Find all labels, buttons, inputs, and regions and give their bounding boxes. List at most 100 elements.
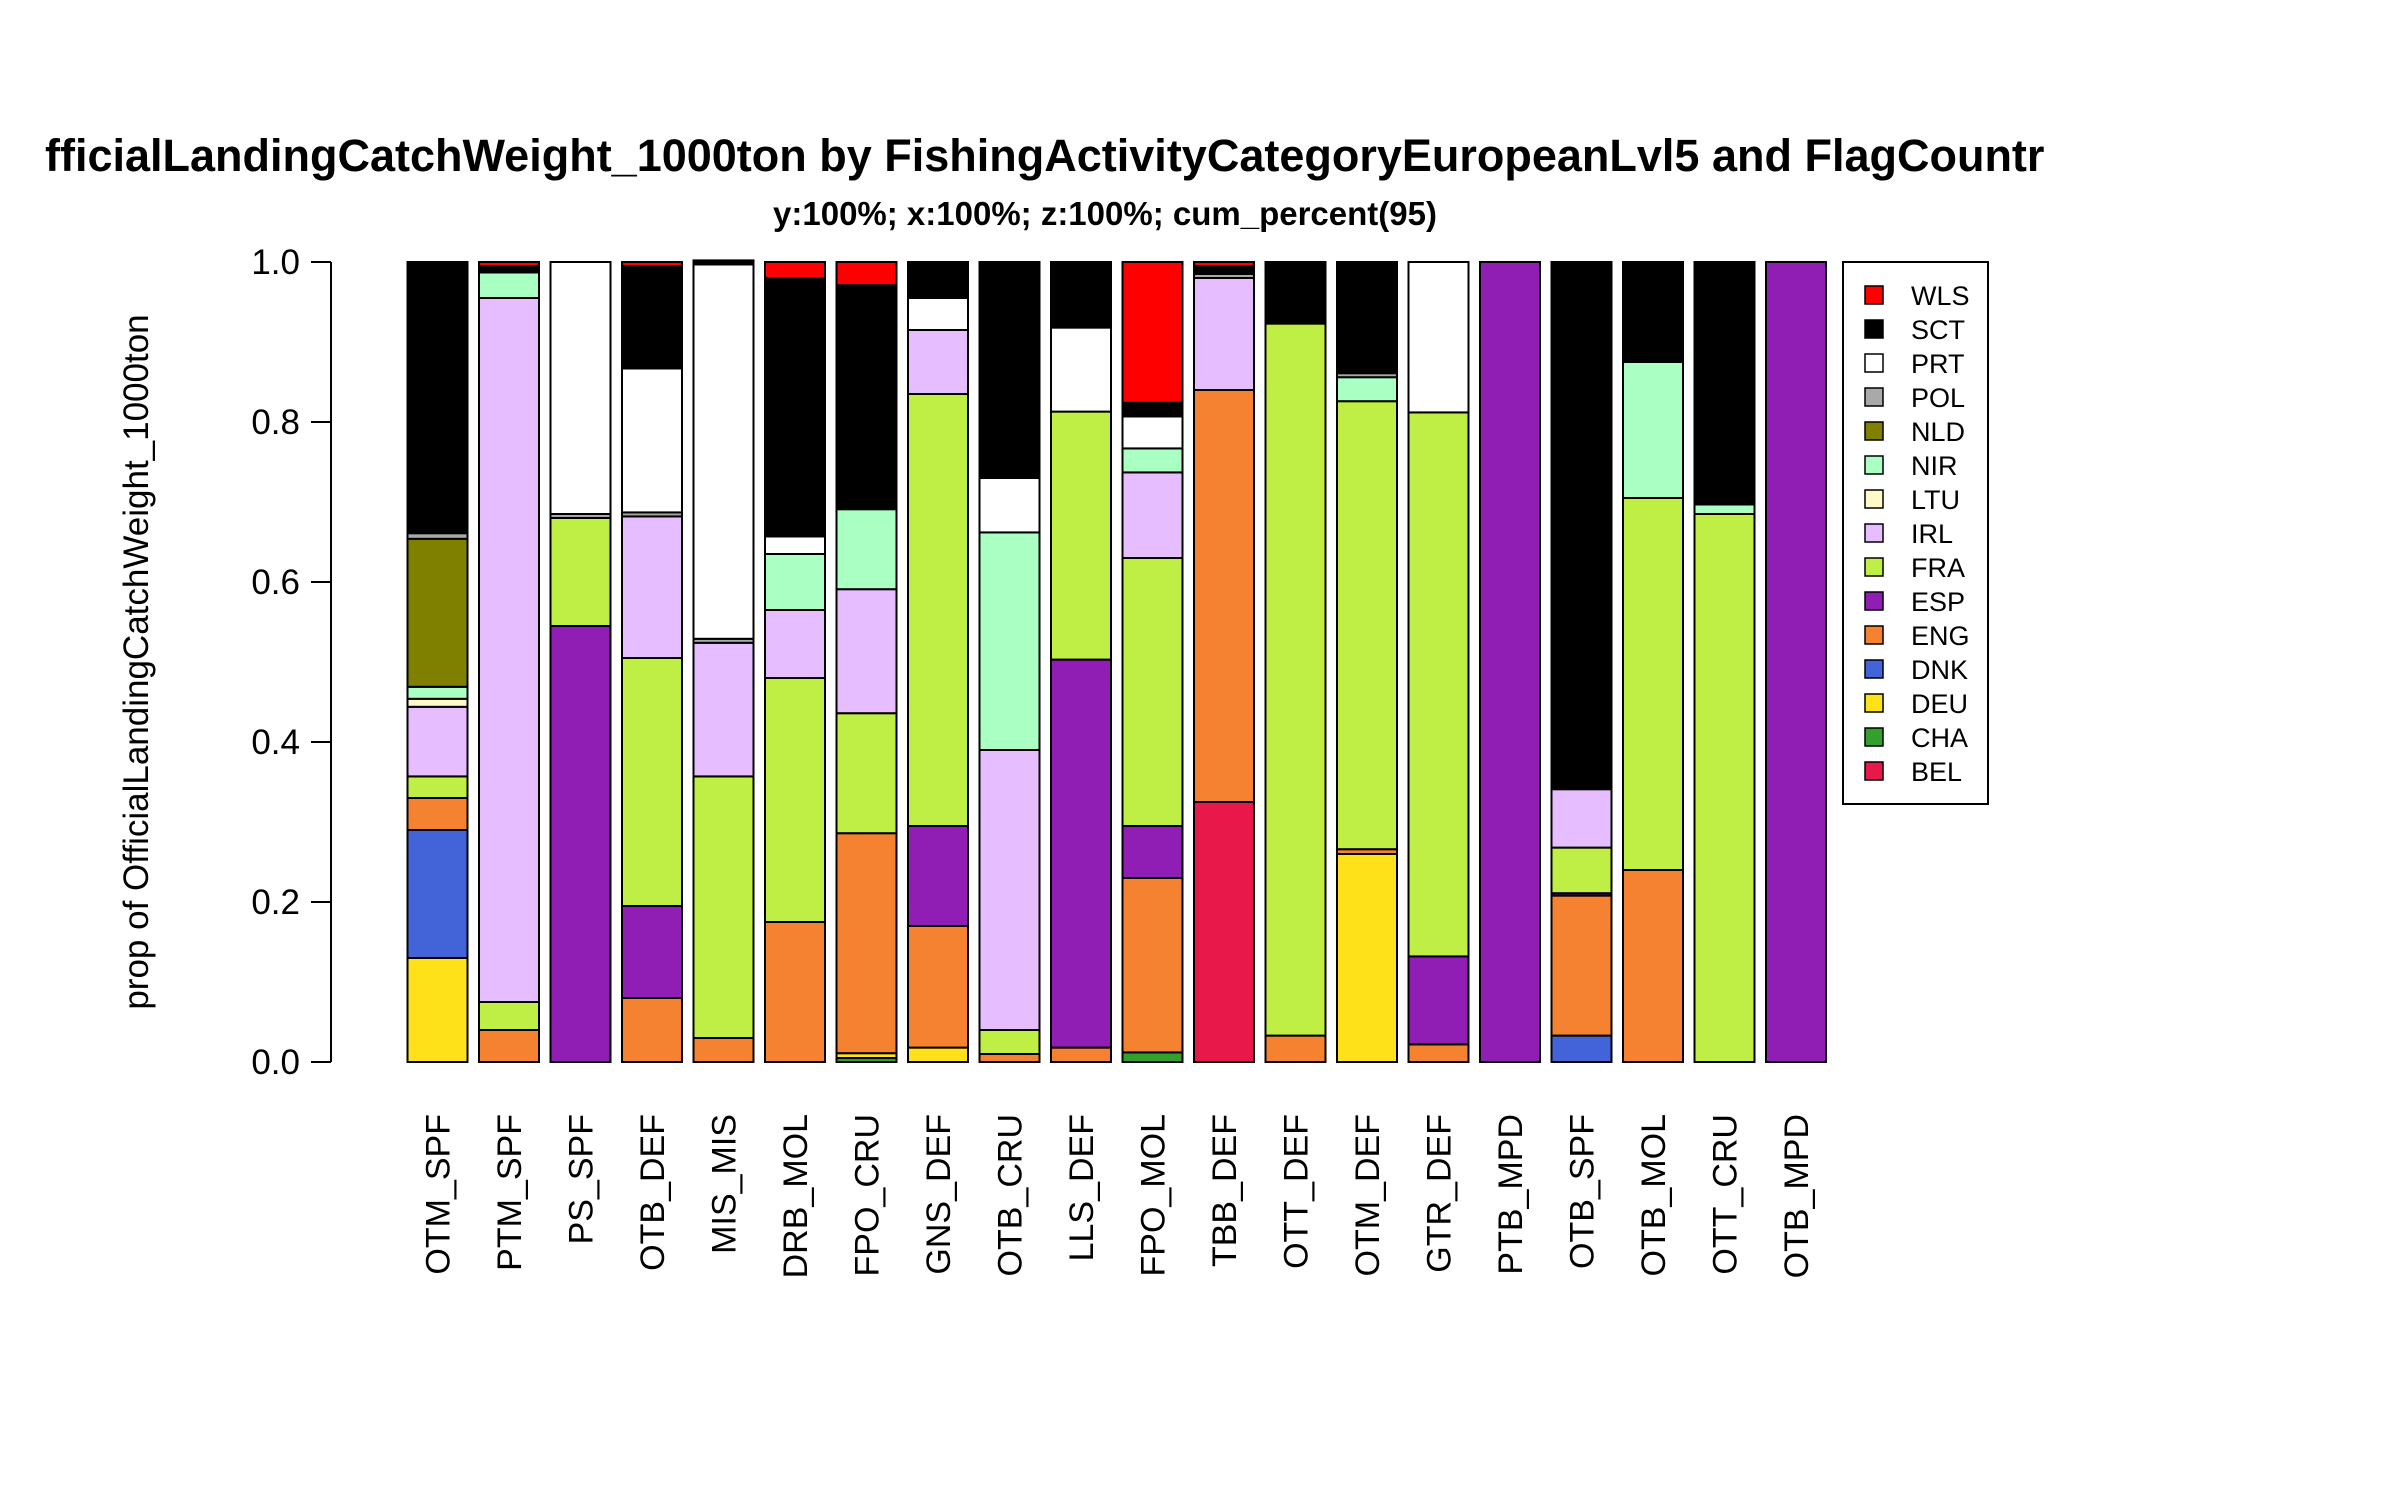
bar-segment-fra — [621, 657, 683, 907]
x-tick-label: OTM_SPF — [420, 1114, 458, 1275]
bar-segment-esp — [907, 825, 969, 927]
bar-segment-nir — [764, 553, 826, 611]
bar-segment-nld — [406, 537, 469, 688]
bar-segment-irl — [692, 641, 755, 778]
legend-item-esp: ESP — [1864, 587, 1965, 617]
bar-segment-dnk — [406, 829, 469, 959]
legend-item-nld: NLD — [1864, 417, 1965, 447]
bar-segment-eng — [835, 832, 898, 1055]
bar-segment-prt — [978, 477, 1041, 534]
bar-segment-nir — [978, 531, 1041, 752]
bar-stack-ps-spf — [549, 261, 612, 1063]
bar-segment-eng — [1121, 877, 1184, 1054]
legend-item-prt: PRT — [1864, 349, 1965, 379]
bar-segment-wls — [621, 261, 683, 267]
legend-label: DNK — [1911, 655, 1968, 685]
legend-swatch — [1864, 557, 1884, 577]
bar-stack-ptm-spf — [478, 261, 540, 1063]
bar-segment-irl — [978, 749, 1041, 1031]
y-axis-label: prop of OfficialLandingCatchWeight_1000t… — [117, 314, 156, 1009]
bar-segment-fra — [1264, 322, 1327, 1037]
x-tick-label: MIS_MIS — [706, 1114, 744, 1254]
bar-segment-cha — [1121, 1051, 1184, 1064]
bar-segment-sct — [835, 284, 898, 511]
legend-swatch — [1864, 625, 1884, 645]
bar-segment-eng — [1193, 389, 1255, 803]
bar-segment-irl — [621, 515, 683, 660]
legend-label: ESP — [1911, 587, 1965, 617]
legend-swatch — [1864, 455, 1884, 475]
x-tick-label: GTR_DEF — [1421, 1114, 1459, 1273]
y-tick-label: 0.6 — [251, 563, 300, 602]
x-tick-label: OTM_DEF — [1349, 1114, 1387, 1276]
legend-item-wls: WLS — [1864, 281, 1970, 311]
y-tick-label: 0.8 — [251, 403, 300, 442]
bar-stack-otb-spf — [1550, 261, 1613, 1063]
bar-segment-wls — [478, 261, 540, 267]
legend-label: BEL — [1911, 757, 1962, 787]
legend-swatch — [1864, 727, 1884, 747]
x-tick-label: DRB_MOL — [777, 1114, 815, 1278]
legend-item-irl: IRL — [1864, 519, 1953, 549]
x-tick-label: OTB_DEF — [634, 1114, 672, 1271]
legend-label: ENG — [1911, 621, 1970, 651]
bar-segment-deu — [1336, 853, 1398, 1063]
legend-swatch — [1864, 489, 1884, 509]
legend-swatch — [1864, 285, 1884, 305]
bar-segment-eng — [1550, 894, 1613, 1037]
bar-stack-otm-spf — [406, 261, 469, 1063]
bar-stack-tbb-def — [1193, 261, 1255, 1063]
legend-label: IRL — [1911, 519, 1953, 549]
bar-segment-nir — [1693, 503, 1756, 515]
bar-segment-eng — [692, 1037, 755, 1063]
bar-stack-otb-mpd — [1765, 261, 1827, 1063]
x-tick-label: FPO_CRU — [849, 1114, 887, 1276]
bar-segment-esp — [1765, 261, 1827, 1063]
bar-segment-wls — [764, 261, 826, 279]
bar-segment-sct — [1050, 261, 1112, 329]
bar-segment-fra — [549, 517, 612, 627]
bar-stack-lls-def — [1050, 261, 1112, 1063]
x-tick-label: OTT_DEF — [1278, 1114, 1316, 1269]
y-tick-label: 1.0 — [251, 243, 300, 282]
bar-segment-irl — [907, 329, 969, 395]
bar-segment-sct — [621, 265, 683, 370]
bar-segment-wls — [1121, 261, 1184, 404]
bar-segment-prt — [1121, 415, 1184, 450]
bar-segment-eng — [764, 921, 826, 1063]
bar-segment-fra — [764, 677, 826, 923]
bar-stack-fpo-mol — [1121, 261, 1184, 1064]
bar-segment-prt — [764, 535, 826, 556]
bar-segment-prt — [1050, 326, 1112, 413]
bar-segment-deu — [406, 957, 469, 1063]
bar-segment-sct — [764, 277, 826, 538]
bar-segment-esp — [621, 905, 683, 999]
bar-segment-fra — [835, 712, 898, 835]
bar-segment-sct — [907, 261, 969, 299]
bar-segment-fra — [478, 1001, 540, 1031]
bar-segment-esp — [1479, 261, 1541, 1063]
bar-segment-prt — [907, 297, 969, 331]
chart-title: fficialLandingCatchWeight_1000ton by Fis… — [45, 130, 2044, 181]
bar-segment-sct — [406, 261, 469, 535]
legend: WLS SCT PRT POL NLD NIR LTU IRL FRA ESP ENG DNK DEU C… — [1842, 261, 1989, 805]
bar-segment-irl — [1193, 277, 1255, 391]
legend-label: NIR — [1911, 451, 1958, 481]
y-tick-label: 0.4 — [251, 723, 300, 762]
bar-stack-ott-def — [1264, 261, 1327, 1063]
bar-segment-fra — [692, 775, 755, 1040]
bar-segment-prt — [692, 263, 755, 640]
legend-label: DEU — [1911, 689, 1968, 719]
legend-item-fra: FRA — [1864, 553, 1965, 583]
bar-segment-esp — [549, 625, 612, 1063]
bar-segment-fra — [406, 775, 469, 800]
bar-segment-sct — [1693, 261, 1756, 506]
bar-segment-fra — [1121, 557, 1184, 827]
bar-segment-fra — [907, 393, 969, 827]
legend-swatch — [1864, 421, 1884, 441]
y-tick-label: 0.0 — [251, 1043, 300, 1082]
bar-segment-prt — [549, 261, 612, 515]
bar-segment-eng — [406, 797, 469, 831]
x-axis-labels: OTM_SPF PTM_SPF PS_SPF OTB_DEF MIS_MIS DRB_MO… — [420, 1114, 1817, 1278]
bar-stack-otm-def — [1336, 261, 1398, 1063]
